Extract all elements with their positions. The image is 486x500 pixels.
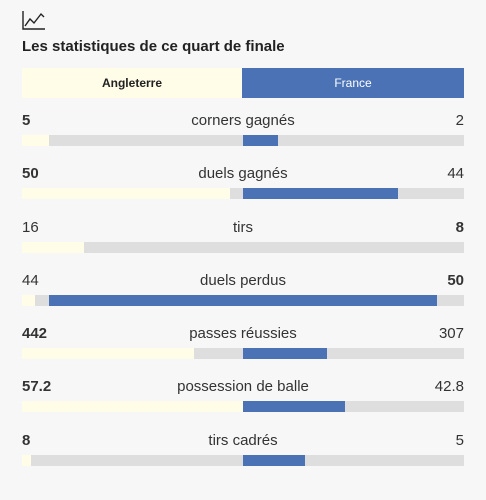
stat-bar-right xyxy=(243,135,278,146)
stat-bar-right xyxy=(243,188,398,199)
stat-row: 50 duels gagnés 44 xyxy=(22,165,464,199)
stat-row: 44 duels perdus 50 xyxy=(22,272,464,306)
stat-bar xyxy=(22,455,464,466)
stat-row: 57.2 possession de balle 42.8 xyxy=(22,378,464,412)
stat-bar-right xyxy=(243,348,327,359)
stat-value-left: 16 xyxy=(22,219,39,236)
stat-value-left: 5 xyxy=(22,112,31,129)
stat-value-right: 50 xyxy=(447,272,464,289)
teams-legend: Angleterre France xyxy=(22,68,464,98)
stat-bar-left xyxy=(22,348,194,359)
stat-row: 442 passes réussies 307 xyxy=(22,325,464,359)
stat-label: duels perdus xyxy=(200,272,286,289)
stat-bar-right xyxy=(49,295,437,306)
stat-bar xyxy=(22,401,464,412)
stat-bar-right xyxy=(243,401,345,412)
stat-value-left: 442 xyxy=(22,325,48,342)
team-left-label: Angleterre xyxy=(22,68,242,98)
stat-bar-left xyxy=(22,295,35,306)
stat-value-right: 307 xyxy=(438,325,464,342)
stat-bar-left xyxy=(22,242,84,253)
stat-value-right: 8 xyxy=(455,219,464,236)
stat-row: 16 tirs 8 xyxy=(22,219,464,253)
stat-bar-left xyxy=(22,401,243,412)
stat-value-left: 8 xyxy=(22,432,31,449)
stat-bar-left xyxy=(22,135,49,146)
stat-value-left: 50 xyxy=(22,165,39,182)
stat-value-left: 44 xyxy=(22,272,39,289)
team-right-label: France xyxy=(242,68,464,98)
stat-label: duels gagnés xyxy=(198,165,288,182)
stat-value-right: 5 xyxy=(455,432,464,449)
stat-value-right: 42.8 xyxy=(434,378,464,395)
stat-label: tirs cadrés xyxy=(208,432,278,449)
stat-bar xyxy=(22,242,464,253)
stat-value-left: 57.2 xyxy=(22,378,52,395)
stat-label: corners gagnés xyxy=(191,112,295,129)
stat-row: 8 tirs cadrés 5 xyxy=(22,432,464,466)
stat-value-right: 44 xyxy=(447,165,464,182)
stat-bar-left xyxy=(22,188,230,199)
stat-bar-left xyxy=(22,455,31,466)
line-chart-icon xyxy=(22,10,46,30)
stat-label: possession de balle xyxy=(177,378,309,395)
stat-bar xyxy=(22,188,464,199)
stat-row: 5 corners gagnés 2 xyxy=(22,112,464,146)
stat-value-right: 2 xyxy=(455,112,464,129)
stat-bar-right xyxy=(243,455,305,466)
stat-bar xyxy=(22,135,464,146)
stat-label: passes réussies xyxy=(189,325,297,342)
stat-bar xyxy=(22,348,464,359)
stat-label: tirs xyxy=(233,219,253,236)
page-title: Les statistiques de ce quart de finale xyxy=(22,38,285,55)
stat-bar xyxy=(22,295,464,306)
